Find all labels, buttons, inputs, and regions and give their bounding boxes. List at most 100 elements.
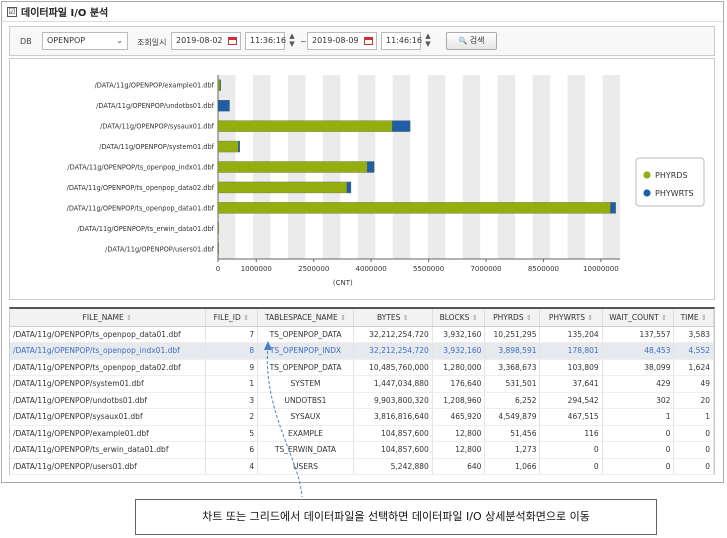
cell-wait-count[interactable]: 0 (602, 458, 675, 475)
cell-wait-count[interactable]: 429 (602, 375, 675, 393)
table-row[interactable]: /DATA/11g/OPENPOP/users01.dbf 4 USERS 5,242… (10, 458, 714, 475)
end-date-input[interactable]: 2019-08-09 (307, 32, 377, 50)
cell-phywrts[interactable]: 135,204 (539, 326, 603, 343)
cell-bytes[interactable]: 104,857,600 (353, 441, 433, 459)
cell-tablespace-name[interactable]: TS_OPENPOP_INDX (257, 342, 354, 360)
bar-phyrds[interactable] (217, 202, 611, 214)
category-label[interactable]: /DATA/11g/OPENPOP/sysaux01.dbf (100, 123, 215, 131)
cell-time[interactable]: 0 (673, 425, 714, 442)
cell-phyrds[interactable]: 10,251,295 (484, 326, 541, 343)
column-header-wait-count[interactable]: WAIT_COUNT ⇕ (602, 309, 675, 327)
cell-blocks[interactable]: 176,640 (432, 375, 486, 393)
cell-wait-count[interactable]: 302 (602, 392, 675, 409)
cell-phyrds[interactable]: 531,501 (484, 375, 541, 393)
cell-bytes[interactable]: 32,212,254,720 (353, 326, 433, 343)
cell-phywrts[interactable]: 116 (539, 425, 603, 442)
cell-bytes[interactable]: 3,816,816,640 (353, 408, 433, 426)
cell-tablespace-name[interactable]: TS_ERWIN_DATA (257, 441, 354, 459)
sort-icon[interactable]: ⇕ (471, 313, 478, 322)
bar-phywrts[interactable] (219, 79, 221, 91)
legend-label-phywrts[interactable]: PHYWRTS (655, 189, 694, 198)
cell-tablespace-name[interactable]: USERS (257, 458, 354, 475)
end-time-stepper[interactable]: ▲ ▼ (423, 32, 433, 50)
category-label[interactable]: /DATA/11g/OPENPOP/example01.dbf (95, 82, 215, 90)
cell-wait-count[interactable]: 38,099 (602, 359, 675, 376)
cell-file-name[interactable]: /DATA/11g/OPENPOP/ts_openpop_indx01.dbf (10, 342, 206, 360)
cell-time[interactable]: 1 (673, 408, 714, 426)
cell-bytes[interactable]: 32,212,254,720 (353, 342, 433, 360)
cell-tablespace-name[interactable]: SYSTEM (257, 375, 354, 393)
bar-phywrts[interactable] (346, 181, 352, 194)
cell-file-id[interactable]: 3 (205, 392, 259, 409)
bar-phyrds[interactable] (217, 79, 221, 91)
cell-wait-count[interactable]: 48,453 (602, 342, 675, 360)
chevron-up-icon[interactable]: ▲ (425, 32, 431, 40)
chevron-down-icon[interactable]: ▼ (425, 40, 431, 48)
cell-phyrds[interactable]: 1,273 (484, 441, 541, 459)
cell-time[interactable]: 49 (673, 375, 714, 393)
cell-tablespace-name[interactable]: TS_OPENPOP_DATA (257, 326, 354, 343)
table-row[interactable]: /DATA/11g/OPENPOP/ts_openpop_data01.dbf 7… (10, 326, 714, 343)
cell-tablespace-name[interactable]: UNDOTBS1 (257, 392, 354, 409)
column-header-phyrds[interactable]: PHYRDS ⇕ (484, 309, 541, 327)
cell-file-name[interactable]: /DATA/11g/OPENPOP/ts_erwin_data01.dbf (10, 441, 206, 459)
cell-file-id[interactable]: 9 (205, 359, 259, 376)
cell-file-name[interactable]: /DATA/11g/OPENPOP/example01.dbf (10, 425, 206, 442)
column-header-file-id[interactable]: FILE_ID ⇕ (205, 309, 259, 327)
cell-file-id[interactable]: 4 (205, 458, 259, 475)
calendar-icon[interactable] (364, 37, 373, 45)
sort-icon[interactable]: ⇕ (402, 313, 409, 322)
cell-phyrds[interactable]: 51,456 (484, 425, 541, 442)
cell-time[interactable]: 20 (673, 392, 714, 409)
bar-phywrts[interactable] (367, 161, 375, 173)
category-label[interactable]: /DATA/11g/OPENPOP/ts_openpop_data01.dbf (67, 204, 215, 212)
bar-phyrds[interactable] (217, 161, 368, 173)
cell-phyrds[interactable]: 4,549,879 (484, 408, 541, 426)
cell-phywrts[interactable]: 178,801 (539, 342, 603, 360)
category-label[interactable]: /DATA/11g/OPENPOP/undotbs01.dbf (96, 102, 214, 110)
category-label[interactable]: /DATA/11g/OPENPOP/ts_openpop_indx01.dbf (67, 164, 214, 172)
cell-phywrts[interactable]: 0 (539, 458, 603, 475)
cell-file-name[interactable]: /DATA/11g/OPENPOP/ts_openpop_data01.dbf (10, 326, 206, 343)
cell-bytes[interactable]: 10,485,760,000 (353, 359, 433, 376)
bar-phyrds[interactable] (217, 181, 348, 194)
column-header-time[interactable]: TIME ⇕ (673, 309, 714, 327)
cell-file-id[interactable]: 5 (205, 425, 259, 442)
bar-phyrds[interactable] (217, 222, 219, 234)
start-time-stepper[interactable]: ▲ ▼ (287, 32, 297, 50)
table-row[interactable]: /DATA/11g/OPENPOP/undotbs01.dbf 3 UNDOTBS1… (10, 392, 714, 409)
start-date-input[interactable]: 2019-08-02 (171, 32, 241, 50)
calendar-icon[interactable] (228, 37, 237, 45)
cell-phywrts[interactable]: 294,542 (539, 392, 603, 409)
cell-bytes[interactable]: 104,857,600 (353, 425, 433, 442)
table-row[interactable]: /DATA/11g/OPENPOP/ts_openpop_indx01.dbf 8… (10, 342, 714, 360)
cell-time[interactable]: 0 (673, 458, 714, 475)
bar-phywrts[interactable] (392, 120, 411, 132)
category-label[interactable]: /DATA/11g/OPENPOP/ts_erwin_data01.dbf (77, 225, 214, 233)
cell-file-id[interactable]: 6 (205, 441, 259, 459)
cell-file-id[interactable]: 8 (205, 342, 259, 360)
column-header-phywrts[interactable]: PHYWRTS ⇕ (539, 309, 603, 327)
checkbox-icon[interactable]: ☑ (7, 6, 17, 17)
cell-file-name[interactable]: /DATA/11g/OPENPOP/undotbs01.dbf (10, 392, 206, 409)
sort-icon[interactable]: ⇕ (525, 313, 532, 322)
cell-blocks[interactable]: 12,800 (432, 425, 486, 442)
cell-bytes[interactable]: 5,242,880 (353, 458, 433, 475)
table-row[interactable]: /DATA/11g/OPENPOP/ts_erwin_data01.dbf 6 TS… (10, 441, 714, 459)
sort-icon[interactable]: ⇕ (340, 313, 346, 322)
cell-time[interactable]: 4,552 (673, 342, 714, 360)
table-row[interactable]: /DATA/11g/OPENPOP/ts_openpop_data02.dbf 9… (10, 359, 714, 376)
bar-phyrds[interactable] (217, 243, 219, 255)
cell-file-name[interactable]: /DATA/11g/OPENPOP/system01.dbf (10, 375, 206, 393)
search-button[interactable]: 🔍 검색 (446, 32, 497, 50)
db-select[interactable]: OPENPOP ⌄ (42, 32, 128, 50)
cell-phywrts[interactable]: 467,515 (539, 408, 603, 426)
cell-blocks[interactable]: 3,932,160 (432, 342, 486, 360)
column-header-bytes[interactable]: BYTES ⇕ (353, 309, 433, 327)
end-time-input[interactable]: 11:46:16 (381, 32, 422, 50)
table-row[interactable]: /DATA/11g/OPENPOP/system01.dbf 1 SYSTEM 1,4… (10, 375, 714, 393)
sort-icon[interactable]: ⇕ (126, 313, 132, 322)
cell-phyrds[interactable]: 1,066 (484, 458, 541, 475)
cell-time[interactable]: 0 (673, 441, 714, 459)
chevron-down-icon[interactable]: ▼ (289, 40, 295, 48)
